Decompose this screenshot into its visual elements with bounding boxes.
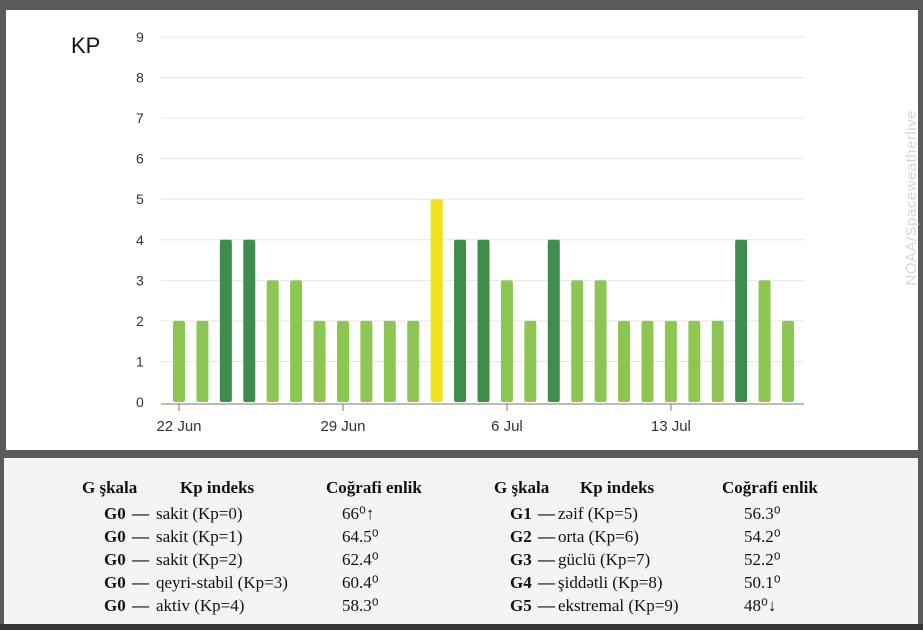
kp-bar [547,239,560,402]
kp-description: sakit (Kp=0) [156,504,243,523]
kp-bar [664,320,677,402]
chart-panel: 0 1 2 3 4 5 6 7 8 9 22 Jun 29 Jun 6 Jul 13 Jul KP NOA… [6,10,920,450]
kp-description: ekstremal (Kp=9) [558,596,679,615]
kp-description: sakit (Kp=1) [156,527,243,546]
g-scale-level: G0 [104,573,126,592]
y-tick-label: 8 [136,70,144,86]
y-tick-label: 1 [136,353,144,369]
kp-bar [336,320,349,402]
x-tick-label: 22 Jun [156,418,201,435]
g-scale-level: G5 [510,596,532,615]
y-tick-label: 5 [136,191,144,207]
kp-bar [290,280,303,402]
kp-bar [735,239,748,402]
y-tick-label: 7 [136,110,144,126]
g-scale-level: G3 [510,550,532,569]
latitude-value: 50.1⁰ [744,573,781,592]
header-g-scale: G şkala [82,478,138,497]
dash-separator: — [538,573,555,592]
kp-bar [266,280,279,402]
kp-bar [219,239,232,402]
kp-bar [407,320,420,402]
x-tick-label: 13 Jul [651,418,691,435]
latitude-value: 52.2⁰ [744,550,781,569]
kp-bar [500,280,513,402]
header-kp-index: Kp indeks [580,478,655,497]
x-tick-label: 6 Jul [491,418,523,435]
latitude-value: 48⁰↓ [744,596,777,615]
latitude-value: 58.3⁰ [342,596,379,615]
g-scale-level: G0 [104,550,126,569]
kp-description: şiddətli (Kp=8) [558,573,663,592]
dash-separator: — [538,504,555,523]
g-scale-level: G0 [104,504,126,523]
kp-bar [360,320,373,402]
header-geo-latitude: Coğrafi enlik [722,478,818,497]
kp-bar [196,320,209,402]
kp-bar [313,320,326,402]
kp-bar [594,280,607,402]
header-geo-latitude: Coğrafi enlik [326,478,422,497]
y-axis-label: KP [71,33,101,58]
kp-description: sakit (Kp=2) [156,550,243,569]
header-kp-index: Kp indeks [180,478,255,497]
kp-bar [173,320,185,402]
kp-bar [618,320,631,402]
dash-separator: — [132,527,149,546]
kp-bar [454,239,467,402]
kp-bar [758,280,771,402]
kp-bar [383,320,396,402]
y-tick-label: 0 [136,394,144,410]
dash-separator: — [132,504,149,523]
g-scale-level: G2 [510,527,532,546]
g-scale-table: G şkala Kp indeks Coğrafi enlik G0 — sakit… [4,458,918,624]
header-g-scale: G şkala [494,478,550,497]
latitude-value: 54.2⁰ [744,527,781,546]
kp-description: orta (Kp=6) [558,527,639,546]
kp-description: güclü (Kp=7) [558,550,651,569]
dash-separator: — [538,550,555,569]
kp-bar [477,239,490,402]
dash-separator: — [538,527,555,546]
y-tick-label: 3 [136,272,144,288]
kp-description: aktiv (Kp=4) [156,596,245,615]
dash-separator: — [132,596,149,615]
dash-separator: — [132,573,149,592]
kp-bar [243,239,256,402]
latitude-value: 64.5⁰ [342,527,379,546]
kp-bar [641,320,654,402]
g-scale-level: G1 [510,504,532,523]
dash-separator: — [538,596,555,615]
bottom-border [0,624,923,630]
g-scale-level: G4 [510,573,532,592]
g-scale-level: G0 [104,596,126,615]
latitude-value: 66⁰↑ [342,504,375,523]
latitude-value: 60.4⁰ [342,573,379,592]
kp-bar [688,320,701,402]
dash-separator: — [132,550,149,569]
kp-description: qeyri-stabil (Kp=3) [156,573,288,592]
kp-bar [571,280,584,402]
kp-description: zəif (Kp=5) [558,504,638,523]
kp-bar-chart: 0 1 2 3 4 5 6 7 8 9 22 Jun 29 Jun 6 Jul 13 Jul [136,29,804,435]
kp-bar [524,320,537,402]
kp-bar [711,320,724,402]
g-scale-level: G0 [104,527,126,546]
latitude-value: 56.3⁰ [744,504,781,523]
y-tick-label: 4 [136,232,144,248]
x-tick-label: 29 Jun [320,418,365,435]
y-tick-label: 6 [136,151,144,167]
y-tick-label: 2 [136,313,144,329]
latitude-value: 62.4⁰ [342,550,379,569]
kp-bar [430,199,443,402]
watermark-text: NOAA/Spaceweatherlive [903,110,920,286]
kp-bar [782,320,794,402]
y-tick-label: 9 [136,29,144,45]
